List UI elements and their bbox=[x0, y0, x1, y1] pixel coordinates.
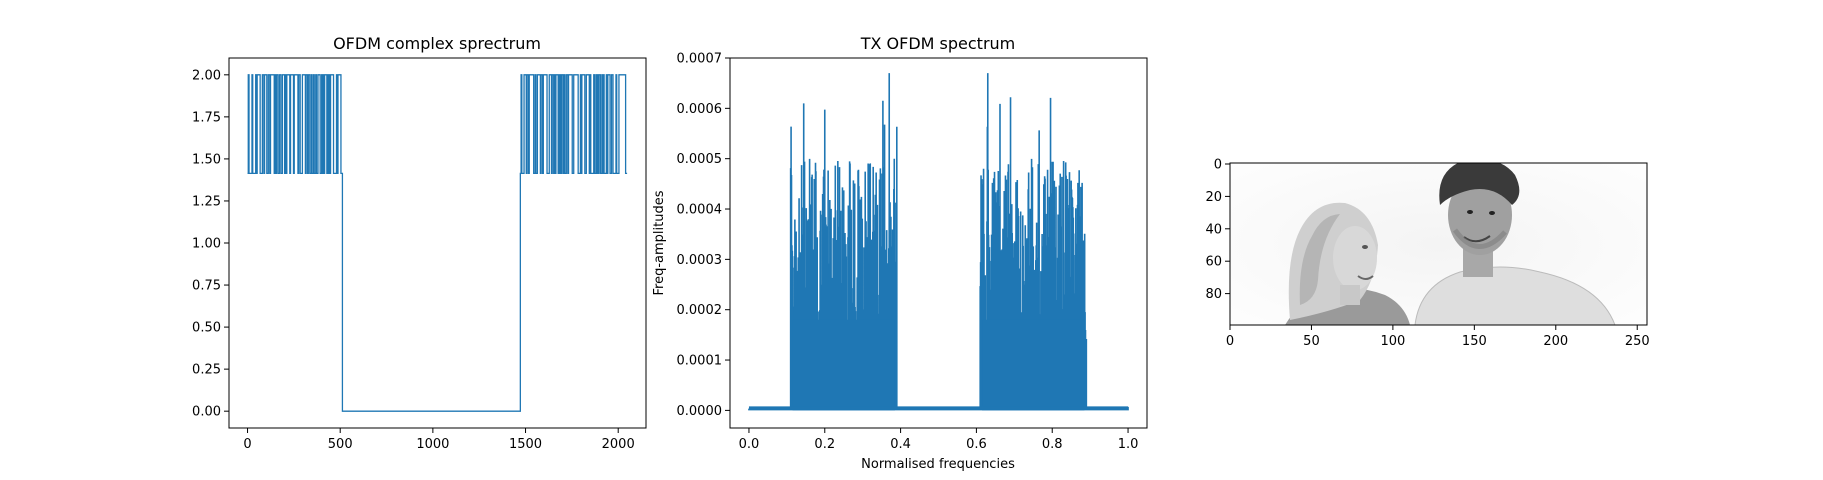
chart1-ytick-label: 0.50 bbox=[192, 321, 221, 336]
chart2-ticks: 0.0 0.2 0.4 0.6 0.8 1.0 0.0000 0.0001 0.0002 0.00… bbox=[677, 52, 1139, 453]
chart1-xtick-label: 500 bbox=[328, 437, 353, 452]
chart1-ytick-label: 2.00 bbox=[192, 68, 221, 83]
chart2-ytick-label: 0.0003 bbox=[677, 253, 723, 268]
chart1-series bbox=[247, 74, 628, 412]
chart3-xtick-label: 50 bbox=[1303, 334, 1320, 349]
photo-man bbox=[1414, 163, 1616, 325]
chart3-ytick-label: 40 bbox=[1205, 222, 1222, 237]
chart1-axes-frame bbox=[228, 57, 647, 429]
chart1-ytick-label: 1.50 bbox=[192, 152, 221, 167]
chart3-axes-frame bbox=[1229, 162, 1648, 326]
man-smile bbox=[1463, 235, 1491, 243]
chart1-series-line bbox=[247, 74, 628, 412]
chart3-ytick-label: 80 bbox=[1205, 287, 1222, 302]
chart2-band-area bbox=[792, 319, 895, 411]
chart3-xtick-label: 100 bbox=[1380, 334, 1405, 349]
chart2-ytick-label: 0.0002 bbox=[677, 303, 723, 318]
woman-face bbox=[1333, 226, 1377, 290]
chart-tx-ofdm-spectrum: TX OFDM spectrum 0.0 0.2 0.4 0.6 0.8 1.0 0.000… bbox=[652, 34, 1148, 472]
chart1-ytick-label: 0.75 bbox=[192, 279, 221, 294]
photo-woman-and-man bbox=[1230, 163, 1647, 325]
chart2-axes-frame bbox=[729, 57, 1148, 429]
chart3-ytick-label: 20 bbox=[1205, 190, 1222, 205]
chart3-ticks: 0 50 100 150 200 250 0 20 40 60 80 bbox=[1205, 158, 1649, 350]
man-tshirt bbox=[1414, 266, 1616, 325]
chart3-xtick-label: 0 bbox=[1226, 334, 1234, 349]
chart1-xtick-label: 0 bbox=[243, 437, 251, 452]
chart-ofdm-complex-spectrum: OFDM complex sprectrum 0 500 1000 1500 20000… bbox=[192, 34, 647, 452]
chart2-band-area bbox=[982, 319, 1085, 411]
chart1-xtick-label: 1000 bbox=[416, 437, 449, 452]
chart2-ytick-label: 0.0006 bbox=[677, 102, 723, 117]
chart2-series bbox=[748, 73, 1129, 411]
chart1-ytick-label: 0.00 bbox=[192, 405, 221, 420]
woman-neck bbox=[1340, 285, 1360, 305]
man-eye bbox=[1489, 211, 1495, 215]
chart3-xtick-label: 150 bbox=[1462, 334, 1487, 349]
chart2-xtick-label: 0.2 bbox=[814, 437, 835, 452]
chart2-xtick-label: 0.0 bbox=[739, 437, 760, 452]
chart2-xlabel: Normalised frequencies bbox=[861, 457, 1015, 472]
chart2-xtick-label: 0.8 bbox=[1042, 437, 1063, 452]
chart3-xtick-label: 250 bbox=[1625, 334, 1650, 349]
chart1-xtick-label: 1500 bbox=[509, 437, 542, 452]
chart2-ylabel: Freq-amplitudes bbox=[652, 190, 667, 295]
chart2-ytick-label: 0.0007 bbox=[677, 52, 723, 67]
chart2-xtick-label: 0.4 bbox=[890, 437, 911, 452]
chart2-ytick-label: 0.0000 bbox=[677, 404, 723, 419]
chart1-ytick-label: 1.25 bbox=[192, 194, 221, 209]
woman-eye bbox=[1362, 245, 1368, 249]
man-eye bbox=[1467, 210, 1473, 214]
chart1-ytick-label: 0.25 bbox=[192, 363, 221, 378]
chart2-title: TX OFDM spectrum bbox=[860, 34, 1016, 53]
chart2-ytick-label: 0.0005 bbox=[677, 152, 723, 167]
photo-woman bbox=[1285, 202, 1410, 325]
chart1-xtick-label: 2000 bbox=[602, 437, 635, 452]
chart2-ytick-label: 0.0004 bbox=[677, 203, 723, 218]
woman-smile bbox=[1357, 275, 1374, 280]
chart1-ytick-label: 1.75 bbox=[192, 110, 221, 125]
man-face bbox=[1448, 175, 1512, 255]
chart1-ticks: 0 500 1000 1500 2000 0.00 0.25 0.50 0.75 1.00 1.25… bbox=[192, 68, 635, 452]
chart2-xtick-label: 1.0 bbox=[1118, 437, 1139, 452]
chart3-ytick-label: 60 bbox=[1205, 255, 1222, 270]
chart3-ytick-label: 0 bbox=[1214, 158, 1222, 173]
chart1-title: OFDM complex sprectrum bbox=[333, 34, 541, 53]
chart-photo-image: 0 50 100 150 200 250 0 20 40 60 80 bbox=[1205, 158, 1649, 350]
chart1-ytick-label: 1.00 bbox=[192, 237, 221, 252]
chart3-xtick-label: 200 bbox=[1543, 334, 1568, 349]
man-stubble bbox=[1452, 228, 1507, 249]
chart2-xtick-label: 0.6 bbox=[966, 437, 987, 452]
woman-hair-shade bbox=[1299, 214, 1340, 305]
man-hair bbox=[1439, 163, 1520, 205]
chart2-ytick-label: 0.0001 bbox=[677, 354, 723, 369]
